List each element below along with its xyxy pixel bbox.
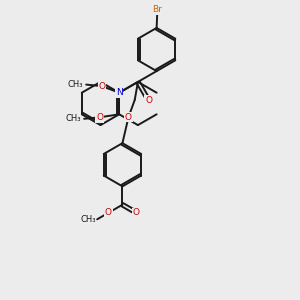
Text: N: N: [116, 88, 123, 97]
Text: CH₃: CH₃: [67, 80, 83, 89]
Text: CH₃: CH₃: [65, 114, 80, 123]
Text: O: O: [96, 113, 103, 122]
Text: O: O: [145, 96, 152, 105]
Text: O: O: [125, 113, 132, 122]
Text: CH₃: CH₃: [80, 215, 96, 224]
Text: Br: Br: [152, 5, 162, 14]
Text: O: O: [98, 82, 105, 91]
Text: O: O: [133, 208, 140, 217]
Text: O: O: [105, 208, 112, 217]
